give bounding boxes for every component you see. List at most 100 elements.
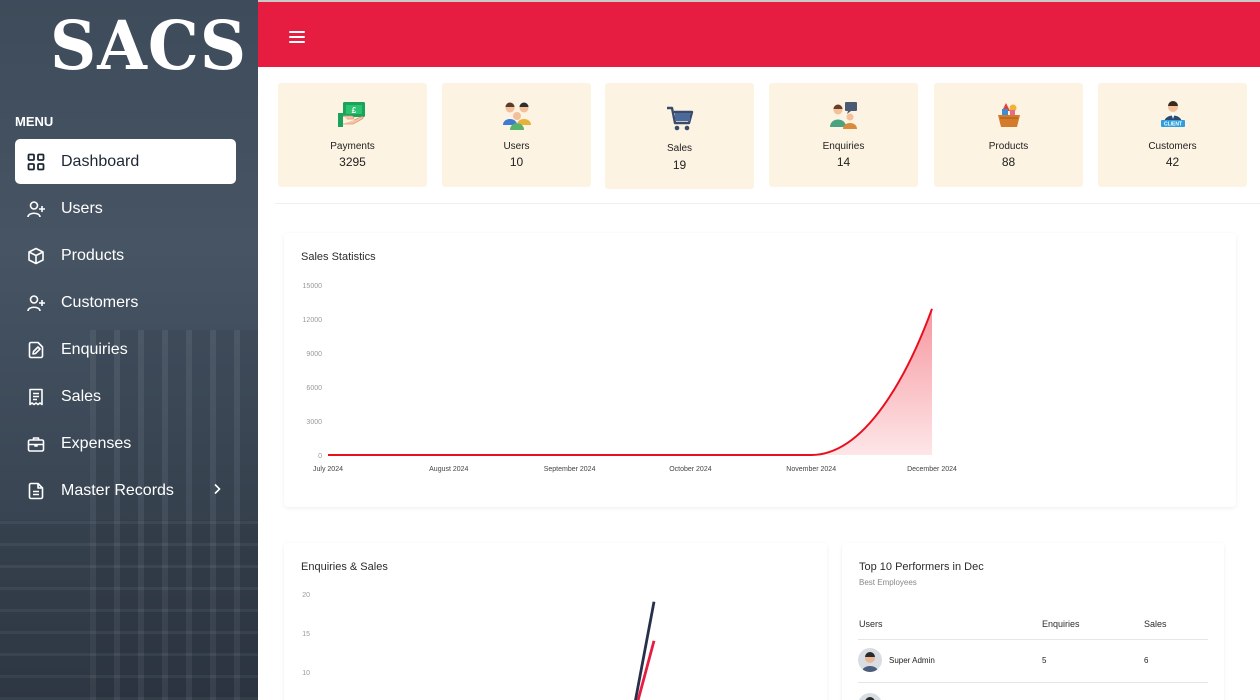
y-tick-label: 9000	[306, 351, 322, 358]
enquiries-sales-series-line	[634, 601, 656, 700]
sidebar-nav: Dashboard Users Products Customers Enqui…	[15, 139, 236, 515]
y-tick-label: 15000	[303, 283, 323, 290]
enquiries-sales-card: Enquiries & Sales 10 15 20	[284, 543, 827, 700]
cart-icon	[667, 106, 694, 131]
sidebar-item-label: Enquiries	[61, 340, 128, 358]
sales-statistics-chart: 0 3000 6000 9000 12000 15000 July 2024 August 2…	[284, 233, 1236, 507]
y-tick-label: 20	[302, 592, 310, 599]
sales-area-fill	[328, 308, 932, 455]
sidebar-item-label: Expenses	[61, 434, 132, 452]
stat-label: Sales	[666, 143, 692, 154]
stat-card-customers[interactable]: CLIENT Customers 42	[1098, 83, 1247, 187]
stat-value: 14	[836, 155, 851, 169]
stat-value: 42	[1165, 155, 1180, 169]
y-tick-label: 15	[302, 631, 310, 638]
box-icon	[27, 247, 45, 265]
y-tick-label: 6000	[306, 385, 322, 392]
hamburger-menu-icon[interactable]	[289, 31, 305, 44]
svg-text:CLIENT: CLIENT	[1164, 122, 1182, 128]
panel-subtitle: Best Employees	[859, 578, 917, 587]
edit-file-icon	[27, 341, 45, 359]
grid-icon	[27, 153, 45, 171]
performer-name: Super Admin	[889, 656, 935, 665]
panel-title: Sales Statistics	[301, 251, 376, 263]
enquiries-sales-chart: 10 15 20	[284, 543, 827, 700]
stat-label: Customers	[1148, 141, 1197, 152]
top-performers-card: Top 10 Performers in Dec Best Employees …	[842, 543, 1224, 700]
sales-statistics-svg: 0 3000 6000 9000 12000 15000 July 2024 August 2…	[303, 283, 957, 473]
table-row[interactable]: Super Admin 5 6	[858, 640, 1208, 680]
sidebar-item-label: Users	[61, 199, 103, 217]
x-tick-label: December 2024	[907, 466, 957, 473]
products-icon	[998, 103, 1020, 127]
stat-card-sales[interactable]: Sales 19	[605, 83, 754, 189]
column-header-sales: Sales	[1144, 619, 1167, 629]
sales-series-line	[328, 308, 933, 456]
y-tick-label: 12000	[303, 317, 323, 324]
sidebar-item-enquiries[interactable]: Enquiries	[15, 327, 236, 372]
sidebar-item-dashboard[interactable]: Dashboard	[15, 139, 236, 184]
enquiries-sales-svg: 10 15 20	[302, 592, 656, 700]
stat-value: 10	[509, 155, 524, 169]
table-divider	[858, 682, 1208, 683]
stat-label: Products	[988, 141, 1029, 152]
client-icon: CLIENT	[1161, 101, 1185, 128]
x-tick-label: July 2024	[313, 466, 343, 473]
x-tick-label: August 2024	[429, 466, 468, 473]
stat-card-products[interactable]: Products 88	[934, 83, 1083, 187]
document-icon	[27, 482, 45, 500]
stat-value: 19	[672, 158, 687, 172]
stat-card-users[interactable]: Users 10	[442, 83, 591, 187]
x-tick-label: October 2024	[669, 466, 712, 473]
sidebar-item-master-records[interactable]: Master Records	[15, 468, 236, 513]
sidebar-item-label: Products	[61, 246, 125, 264]
stat-value: 3295	[339, 155, 366, 169]
sidebar-item-products[interactable]: Products	[15, 233, 236, 278]
svg-text:£: £	[352, 106, 357, 115]
sidebar-item-expenses[interactable]: Expenses	[15, 421, 236, 466]
panel-title: Top 10 Performers in Dec	[859, 561, 984, 573]
panel-title: Enquiries & Sales	[301, 561, 388, 573]
divider	[275, 203, 1260, 204]
performer-enquiries: 5	[1042, 656, 1047, 665]
sidebar-item-label: Master Records	[61, 481, 174, 499]
sidebar-item-label: Customers	[61, 293, 139, 311]
enquiries-sales-series-line	[636, 640, 656, 700]
x-tick-label: November 2024	[786, 466, 836, 473]
column-header-enquiries: Enquiries	[1042, 619, 1080, 629]
y-tick-label: 0	[318, 453, 322, 460]
sales-statistics-card: Sales Statistics 0 3000 6000 9000 12000 15000…	[284, 233, 1236, 507]
briefcase-icon	[27, 435, 45, 453]
payment-icon: £	[338, 102, 365, 127]
performer-sales: 6	[1144, 656, 1149, 665]
app-logo: SACS	[50, 7, 248, 86]
x-tick-label: September 2024	[544, 466, 596, 473]
sidebar-item-customers[interactable]: Customers	[15, 280, 236, 325]
receipt-icon	[27, 388, 45, 406]
stat-card-enquiries[interactable]: Enquiries 14	[769, 83, 918, 187]
sidebar: SACS MENU Dashboard Users Products Custo…	[0, 0, 258, 700]
y-tick-label: 10	[302, 670, 310, 677]
sidebar-item-label: Dashboard	[61, 152, 140, 170]
enquiry-icon	[830, 102, 857, 129]
chevron-right-icon	[214, 483, 221, 495]
stat-label: Payments	[330, 141, 375, 152]
user-plus-icon	[27, 200, 45, 218]
avatar	[858, 693, 882, 700]
sidebar-item-users[interactable]: Users	[15, 186, 236, 231]
column-header-users: Users	[859, 619, 883, 629]
sidebar-item-sales[interactable]: Sales	[15, 374, 236, 419]
stat-card-payments[interactable]: £ Payments 3295	[278, 83, 427, 187]
top-bar	[258, 0, 1260, 67]
y-tick-label: 3000	[306, 419, 322, 426]
stat-label: Users	[503, 141, 530, 152]
avatar	[858, 648, 882, 672]
menu-section-label: MENU	[15, 114, 54, 129]
stats-row: £ Payments 3295 Users 10 Sales 19 Enquir…	[278, 83, 1248, 191]
stat-value: 88	[1001, 155, 1016, 169]
stat-label: Enquiries	[822, 141, 865, 152]
table-divider	[858, 639, 1208, 640]
sidebar-item-label: Sales	[61, 387, 102, 405]
user-plus-icon	[27, 294, 45, 312]
users-icon	[503, 102, 531, 130]
